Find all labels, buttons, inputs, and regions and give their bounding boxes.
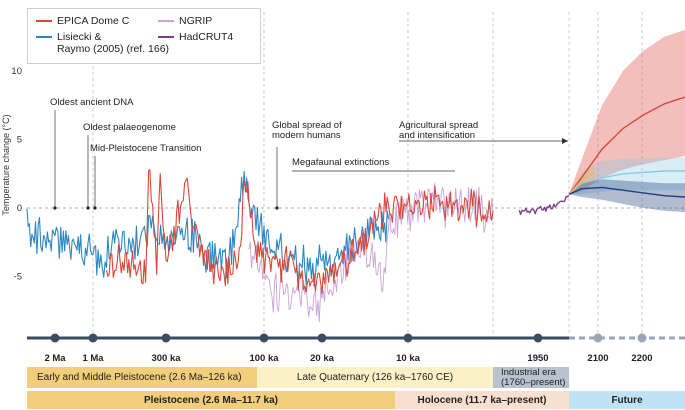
y-tick-label: 0: [17, 203, 22, 214]
annotation-dot: [93, 206, 97, 210]
legend-label-lr04-line2: Raymo (2005) (ref. 166): [57, 43, 170, 55]
timeline-tick-marker: [403, 333, 413, 343]
band-industrial-line2: (1760–present): [501, 376, 566, 388]
annotation-dot: [86, 206, 90, 210]
annotation-text-line2: modern humans: [272, 130, 341, 141]
timeline: 2 Ma 1 Ma 300 ka 100 ka 20 ka 10 ka 1950 2100 22…: [27, 333, 685, 364]
annotation-text: Oldest ancient DNA: [50, 97, 134, 108]
timeline-tick-marker: [317, 333, 327, 343]
timeline-tick-marker: [533, 333, 543, 343]
legend-label-epica: EPICA Dome C: [57, 15, 130, 27]
timeline-tick-label: 2100: [587, 353, 608, 364]
annotation-arrowhead: [562, 138, 568, 144]
timeline-tick-marker: [259, 333, 269, 343]
legend-item-hadcrut: HadCRUT4: [158, 31, 233, 43]
timeline-tick-marker: [161, 333, 171, 343]
band-future: Future: [569, 391, 685, 409]
y-tick-label: -5: [14, 272, 22, 283]
y-tick-label: 10: [11, 66, 22, 77]
series-layer: [26, 169, 570, 323]
projection-layer: [568, 29, 685, 213]
band-late-quaternary: Late Quaternary (126 ka–1760 CE): [257, 367, 493, 388]
series-line-3: [518, 195, 570, 215]
projection-line-high: [568, 96, 685, 195]
series-line-2: [105, 169, 494, 294]
series-line-0: [247, 182, 494, 323]
series-line-1: [26, 170, 390, 287]
timeline-tick-marker: [50, 333, 60, 343]
timeline-tick-label: 1950: [527, 353, 548, 364]
projection-band-high: [569, 29, 685, 195]
band-industrial-line1: Industrial era: [501, 366, 556, 378]
timeline-tick-label: 100 ka: [249, 353, 279, 364]
projection-line-medium: [568, 170, 685, 195]
legend: EPICA Dome C Lisiecki & Raymo (2005) (re…: [27, 8, 261, 64]
band-holocene: Holocene (11.7 ka–present): [395, 391, 569, 409]
legend-swatch-ngrip: [158, 20, 174, 22]
timeline-tick-label: 2 Ma: [44, 353, 66, 364]
timeline-tick-marker: [637, 333, 647, 343]
legend-label-lr04-line1: Lisiecki &: [57, 31, 102, 43]
annotation-text-line2: and intensification: [399, 130, 475, 141]
timeline-tick-marker: [88, 333, 98, 343]
annotation-text: Global spread of: [272, 120, 342, 131]
timeline-tick-label: 300 ka: [151, 353, 181, 364]
y-tick-label: 5: [17, 135, 22, 146]
annotation-text: Oldest palaeogenome: [83, 122, 176, 133]
timeline-tick-marker: [593, 333, 603, 343]
legend-swatch-lr04: [36, 36, 52, 38]
legend-swatch-epica: [36, 20, 52, 22]
annotation-text: Agricultural spread: [399, 120, 478, 131]
annotation-text: Mid-Pleistocene Transition: [90, 143, 201, 154]
projection-line-intermediate: [568, 171, 595, 195]
grid: [27, 12, 685, 340]
annotation-dot: [275, 206, 279, 210]
legend-label-hadcrut: HadCRUT4: [179, 31, 234, 43]
y-tick-labels: -5 0 5 10: [11, 66, 22, 283]
y-axis-label: Temperature change (°C): [1, 114, 11, 215]
annotation-layer: Oldest ancient DNA Oldest palaeogenome Mid…: [50, 97, 568, 210]
projection-band-medium: [569, 157, 685, 195]
band-early-middle-pleistocene: Early and Middle Pleistocene (2.6 Ma–126…: [27, 367, 257, 388]
legend-item-epica: EPICA Dome C: [36, 15, 129, 27]
timeline-tick-label: 1 Ma: [82, 353, 104, 364]
projection-line-low: [568, 186, 685, 198]
legend-item-lr04: Lisiecki & Raymo (2005) (ref. 166): [36, 31, 169, 55]
legend-item-ngrip: NGRIP: [158, 15, 212, 27]
band-industrial-era: Industrial era (1760–present): [493, 367, 569, 388]
legend-label-ngrip: NGRIP: [179, 15, 213, 27]
timeline-tick-label: 10 ka: [396, 353, 420, 364]
annotation-text: Megafaunal extinctions: [292, 157, 389, 168]
timeline-tick-label: 20 ka: [310, 353, 334, 364]
legend-swatch-hadcrut: [158, 36, 174, 38]
timeline-tick-label: 2200: [631, 353, 652, 364]
band-pleistocene: Pleistocene (2.6 Ma–11.7 ka): [27, 391, 395, 409]
annotation-dot: [53, 206, 57, 210]
